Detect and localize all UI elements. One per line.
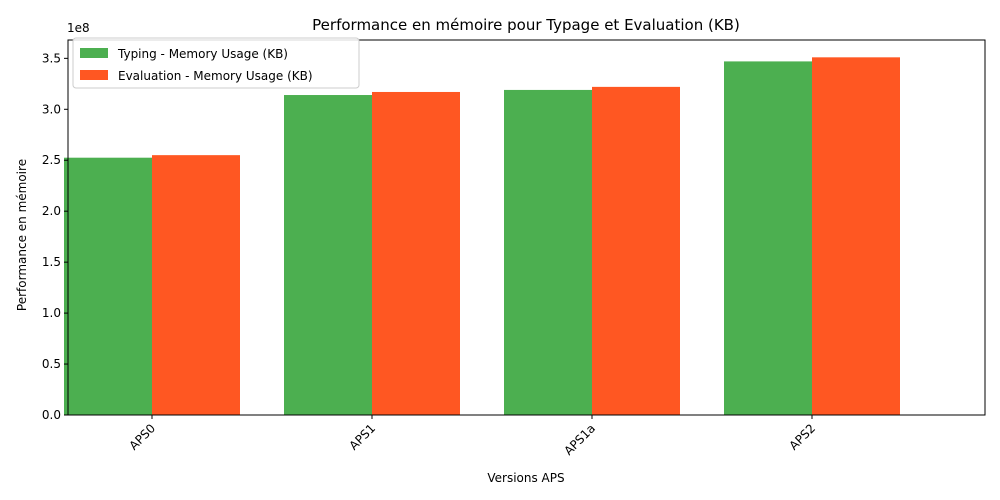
y-tick-label: 3.0 <box>42 102 61 116</box>
y-offset-label: 1e8 <box>67 21 90 35</box>
y-tick-label: 1.5 <box>42 255 61 269</box>
x-tick-label: APS2 <box>787 421 819 453</box>
y-tick-label: 2.5 <box>42 153 61 167</box>
y-tick-label: 3.5 <box>42 51 61 65</box>
y-tick-label: 2.0 <box>42 204 61 218</box>
bar-evaluation-aps1 <box>372 91 460 416</box>
y-tick-label: 0.5 <box>42 357 61 371</box>
x-tick-label: APS1 <box>347 421 379 453</box>
legend-label: Evaluation - Memory Usage (KB) <box>118 69 313 83</box>
y-tick-label: 1.0 <box>42 306 61 320</box>
x-tick-label: APS1a <box>561 421 598 458</box>
bar-typing-aps1 <box>284 95 372 416</box>
bar-typing-aps0 <box>64 157 152 415</box>
legend: Typing - Memory Usage (KB) Evaluation - M… <box>72 37 360 89</box>
bar-evaluation-aps0 <box>152 155 240 415</box>
bar-typing-aps1a <box>504 89 592 415</box>
bar-typing-aps2 <box>724 61 812 416</box>
legend-swatch <box>80 70 108 80</box>
legend-label: Typing - Memory Usage (KB) <box>117 47 288 61</box>
x-tick-label: APS0 <box>127 421 159 453</box>
bar-evaluation-aps2 <box>812 57 900 416</box>
x-axis-label: Versions APS <box>487 471 564 485</box>
legend-swatch <box>80 48 108 58</box>
y-axis-label: Performance en mémoire <box>15 159 29 311</box>
chart-title: Performance en mémoire pour Typage et Ev… <box>312 16 740 34</box>
bar-evaluation-aps1a <box>592 86 680 415</box>
plot-frame <box>67 39 986 416</box>
legend-box <box>72 37 360 89</box>
y-tick-label: 0.0 <box>42 408 61 422</box>
plot-area: 0.0 0.5 1.0 1.5 2.0 2.5 3.0 3.5 APS0 APS1 APS1a APS… <box>42 39 986 458</box>
